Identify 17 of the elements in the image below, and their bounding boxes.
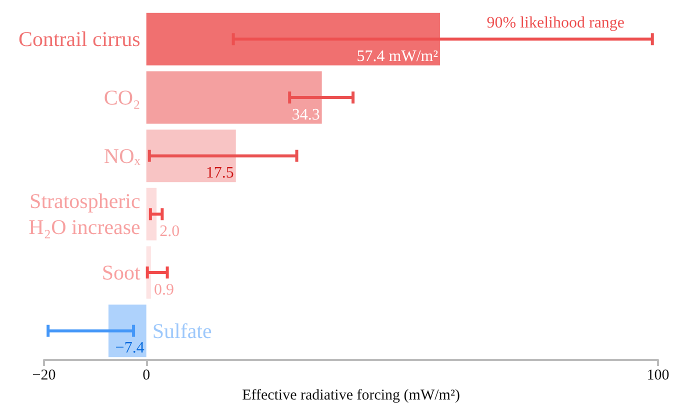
y-tick-label: Soot (102, 260, 140, 284)
x-axis-title: Effective radiative forcing (mW/m²) (242, 388, 460, 404)
data-label: 57.4 mW/m² (356, 48, 438, 65)
data-label: −7.4 (115, 340, 144, 357)
x-tick-label: −20 (32, 368, 56, 384)
annotation: 90% likelihood range (486, 14, 625, 32)
data-label: 0.9 (154, 281, 174, 298)
x-tick-label: 0 (142, 368, 150, 384)
data-label: 17.5 (206, 164, 234, 182)
data-label: 34.3 (292, 106, 320, 124)
y-tick-label: Contrail cirrus (18, 27, 140, 52)
data-label: 2.0 (160, 222, 180, 240)
y-tick-label: Stratospheric H₂O increase (28, 189, 140, 240)
y-tick-label: CO₂ (104, 86, 140, 110)
y-tick-label: Sulfate (152, 318, 212, 343)
x-tick-label: 100 (646, 368, 670, 384)
y-tick-label: NOₓ (104, 144, 142, 168)
